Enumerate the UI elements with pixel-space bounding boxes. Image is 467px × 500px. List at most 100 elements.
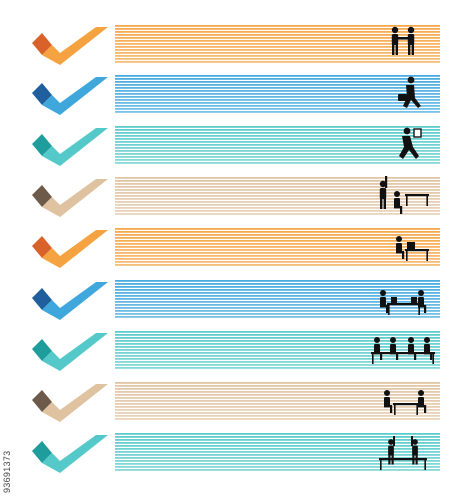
bar-stripe <box>115 213 440 215</box>
bar-stripe <box>115 280 440 282</box>
bar-stripe <box>115 466 440 468</box>
bar-stripe <box>115 292 440 294</box>
striped-bar <box>115 331 440 369</box>
bar-stripe <box>115 469 440 471</box>
striped-bar <box>115 382 440 420</box>
bar-stripe <box>115 84 440 86</box>
bar-stripe <box>115 358 440 360</box>
checklist-row <box>0 176 467 220</box>
bar-stripe <box>115 198 440 200</box>
bar-stripe <box>115 147 440 149</box>
bar-stripe <box>115 37 440 39</box>
bar-stripe <box>115 349 440 351</box>
bar-stripe <box>115 156 440 158</box>
bar-stripe <box>115 361 440 363</box>
bar-stripe <box>115 25 440 27</box>
bar-stripe <box>115 58 440 60</box>
bar-stripe <box>115 210 440 212</box>
bar-stripe <box>115 283 440 285</box>
running-briefcase-icon <box>398 76 421 108</box>
bar-stripe <box>115 331 440 333</box>
bar-stripe <box>115 81 440 83</box>
checkmark-icon <box>32 333 108 371</box>
bar-stripe <box>115 304 440 306</box>
checkmark-icon <box>32 77 108 115</box>
stock-id-watermark: 93691373 <box>2 395 14 495</box>
bar-stripe <box>115 388 440 390</box>
bar-stripe <box>115 334 440 336</box>
bar-stripe <box>115 138 440 140</box>
striped-bar <box>115 126 440 164</box>
bar-stripe <box>115 337 440 339</box>
bar-stripe <box>115 448 440 450</box>
bar-stripe <box>115 153 440 155</box>
bar-stripe <box>115 433 440 435</box>
checklist-row <box>0 330 467 374</box>
bar-stripe <box>115 451 440 453</box>
striped-bar <box>115 228 440 266</box>
checklist-row <box>0 432 467 476</box>
striped-bar <box>115 75 440 113</box>
bar-stripe <box>115 46 440 48</box>
checkmark-icon <box>32 128 108 166</box>
bar-stripe <box>115 298 440 300</box>
bar-stripe <box>115 264 440 266</box>
bar-stripe <box>115 231 440 233</box>
bar-stripe <box>115 364 440 366</box>
bar-stripe <box>115 406 440 408</box>
bar-stripe <box>115 78 440 80</box>
bar-stripe <box>115 105 440 107</box>
checklist-row <box>0 74 467 118</box>
bar-stripe <box>115 75 440 77</box>
bar-stripe <box>115 367 440 369</box>
striped-bar <box>115 280 440 318</box>
bar-stripe <box>115 141 440 143</box>
bar-stripe <box>115 463 440 465</box>
bar-stripe <box>115 31 440 33</box>
bar-stripe <box>115 61 440 63</box>
bar-stripe <box>115 135 440 137</box>
bar-stripe <box>115 99 440 101</box>
bar-stripe <box>115 445 440 447</box>
two-people-at-table-icon <box>384 390 427 415</box>
checklist-row <box>0 279 467 323</box>
bar-stripe <box>115 186 440 188</box>
bar-stripe <box>115 454 440 456</box>
bar-stripe <box>115 246 440 248</box>
bar-stripe <box>115 192 440 194</box>
two-people-at-laptops-icon <box>380 290 427 315</box>
bar-stripe <box>115 228 440 230</box>
bar-stripe <box>115 385 440 387</box>
bar-stripe <box>115 355 440 357</box>
bar-stripe <box>115 180 440 182</box>
bar-stripe <box>115 243 440 245</box>
bar-stripe <box>115 87 440 89</box>
bar-stripe <box>115 412 440 414</box>
checkmark-icon <box>32 27 108 65</box>
bar-stripe <box>115 126 440 128</box>
checkmark-icon <box>32 435 108 473</box>
bar-stripe <box>115 183 440 185</box>
bar-stripe <box>115 352 440 354</box>
bar-stripe <box>115 255 440 257</box>
bar-stripe <box>115 340 440 342</box>
bar-stripe <box>115 460 440 462</box>
bar-stripe <box>115 436 440 438</box>
striped-bar <box>115 177 440 215</box>
checklist-row <box>0 227 467 271</box>
striped-bar <box>115 433 440 471</box>
bar-stripe <box>115 301 440 303</box>
bar-stripe <box>115 132 440 134</box>
bar-stripe <box>115 240 440 242</box>
checklist-row <box>0 24 467 68</box>
bar-stripe <box>115 129 440 131</box>
bar-stripe <box>115 457 440 459</box>
bar-stripe <box>115 237 440 239</box>
bar-stripe <box>115 403 440 405</box>
bar-stripe <box>115 382 440 384</box>
bar-stripe <box>115 102 440 104</box>
bar-stripe <box>115 195 440 197</box>
bar-stripe <box>115 150 440 152</box>
checkmark-icon <box>32 230 108 268</box>
bar-stripe <box>115 394 440 396</box>
